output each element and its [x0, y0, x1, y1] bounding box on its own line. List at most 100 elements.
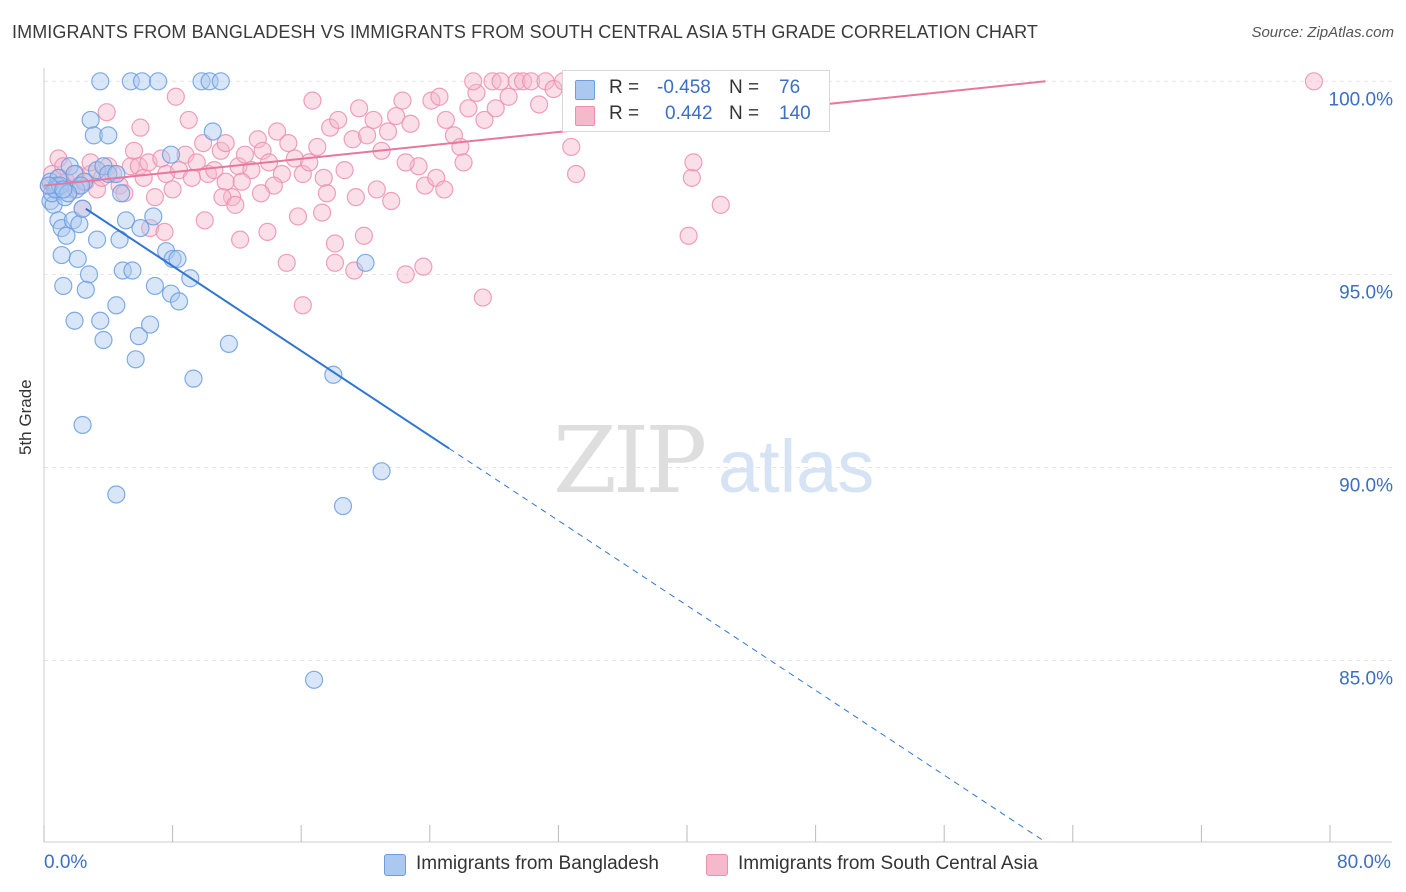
point-bangladesh [203, 122, 222, 141]
point-south-central-asia [232, 172, 251, 191]
r-value: 0.442 [665, 103, 713, 124]
point-bangladesh [107, 296, 126, 315]
y-tick-label: 95.0% [1339, 282, 1393, 303]
point-south-central-asia [308, 137, 327, 157]
point-bangladesh [149, 72, 168, 91]
point-south-central-asia [711, 195, 730, 214]
point-south-central-asia [382, 191, 401, 211]
point-bangladesh [161, 145, 181, 164]
point-south-central-asia [179, 110, 198, 130]
point-bangladesh [144, 207, 163, 226]
point-south-central-asia [251, 184, 271, 203]
point-bangladesh [68, 249, 87, 269]
point-south-central-asia [325, 234, 345, 253]
n-value: 140 [779, 103, 811, 124]
point-bangladesh [54, 180, 73, 199]
point-south-central-asia [414, 257, 433, 276]
y-tick-labels: 100.0% 95.0% 90.0% 85.0% [1329, 89, 1394, 689]
point-bangladesh [145, 276, 165, 296]
point-south-central-asia [367, 180, 386, 199]
axes [43, 68, 1392, 843]
legend-swatch-pink [706, 854, 728, 876]
point-south-central-asia [216, 172, 235, 191]
point-bangladesh [87, 230, 107, 249]
point-bangladesh [132, 72, 152, 91]
point-bangladesh [184, 369, 203, 388]
point-bangladesh [70, 215, 89, 234]
point-south-central-asia [386, 106, 406, 126]
n-label: N = [729, 103, 760, 124]
point-bangladesh [126, 350, 145, 369]
point-south-central-asia [235, 145, 255, 164]
point-south-central-asia [499, 87, 518, 106]
point-south-central-asia [396, 153, 415, 172]
point-bangladesh [356, 253, 375, 272]
point-bangladesh [211, 72, 230, 91]
y-tick-label: 85.0% [1339, 669, 1393, 690]
n-value: 76 [779, 77, 801, 98]
point-bangladesh [73, 199, 92, 218]
point-south-central-asia [393, 91, 412, 110]
point-south-central-asia [312, 203, 332, 222]
series-legend: Immigrants from Bangladesh Immigrants fr… [0, 852, 1406, 878]
point-south-central-asia [279, 133, 298, 153]
point-south-central-asia [231, 230, 250, 249]
source-credit: Source: ZipAtlas.com [1251, 24, 1394, 41]
legend-swatch-pink [575, 106, 595, 126]
point-south-central-asia [335, 161, 354, 180]
point-south-central-asia [248, 130, 267, 149]
point-south-central-asia [329, 110, 348, 130]
y-tick-label: 100.0% [1329, 89, 1394, 110]
point-bangladesh [79, 265, 99, 284]
correlation-legend: R = -0.458 N = 76 R = 0.442 N = 140 [562, 70, 830, 132]
point-south-central-asia [317, 184, 337, 203]
point-south-central-asia [475, 110, 494, 130]
trend-lines [43, 80, 1046, 843]
point-south-central-asia [134, 168, 153, 187]
point-bangladesh [57, 226, 76, 245]
point-south-central-asia [684, 153, 703, 172]
point-south-central-asia [401, 114, 420, 133]
point-south-central-asia [464, 72, 483, 91]
point-bangladesh [81, 110, 100, 130]
point-south-central-asia [354, 226, 373, 245]
n-label: N = [729, 77, 760, 98]
point-bangladesh [123, 261, 142, 280]
point-south-central-asia [378, 122, 398, 141]
point-south-central-asia [679, 226, 698, 245]
point-south-central-asia [258, 222, 277, 242]
x-tick-label-max: 80.0% [1337, 852, 1391, 873]
point-south-central-asia [163, 180, 182, 199]
point-south-central-asia [530, 95, 549, 114]
point-south-central-asia [396, 265, 415, 284]
point-south-central-asia [486, 99, 505, 118]
point-bangladesh [372, 462, 391, 481]
point-bangladesh [324, 365, 343, 384]
point-bangladesh [113, 261, 132, 280]
point-bangladesh [84, 126, 103, 145]
point-bangladesh [65, 311, 84, 330]
point-bangladesh [54, 276, 73, 296]
point-south-central-asia [435, 180, 454, 199]
x-tick-label-min: 0.0% [44, 852, 88, 873]
point-south-central-asia [226, 195, 245, 214]
point-south-central-asia [216, 133, 235, 153]
point-bangladesh [116, 211, 136, 230]
point-bangladesh [219, 334, 238, 353]
y-axis-label: 5th Grade [16, 379, 35, 455]
point-bangladesh [304, 670, 324, 689]
point-bangladesh [91, 311, 110, 330]
point-south-central-asia [436, 110, 455, 130]
point-bangladesh [91, 72, 110, 91]
point-south-central-asia [288, 207, 308, 226]
point-south-central-asia [1304, 72, 1324, 91]
point-bangladesh [129, 327, 148, 346]
series-south-central-asia-points [39, 72, 1324, 315]
r-label: R = [609, 103, 640, 124]
point-south-central-asia [187, 153, 206, 172]
watermark: ZIP atlas [553, 407, 874, 514]
point-south-central-asia [166, 87, 185, 106]
point-south-central-asia [131, 118, 150, 137]
r-value: -0.458 [657, 77, 711, 98]
